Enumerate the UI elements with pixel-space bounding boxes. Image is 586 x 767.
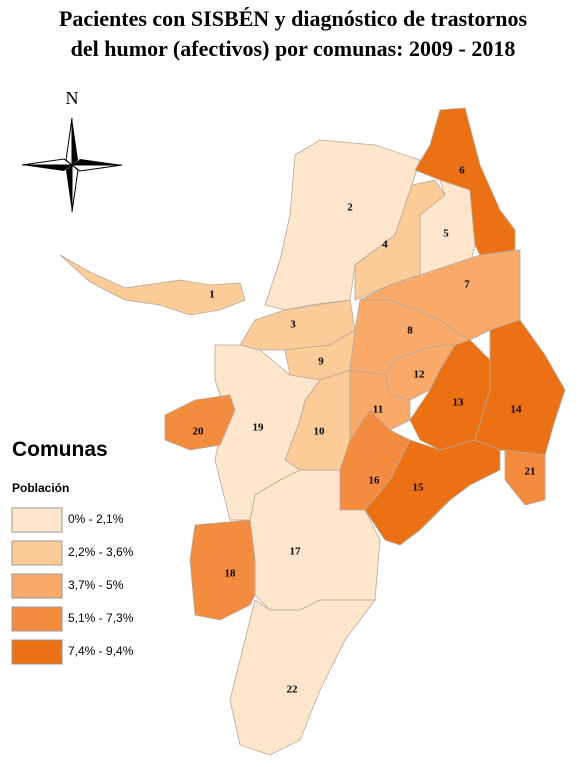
commune-area (264, 139, 421, 311)
legend-label: 0% - 2,1% (68, 512, 124, 526)
commune-area (189, 519, 256, 621)
commune-label: 9 (318, 356, 324, 368)
commune-label: 21 (525, 466, 536, 478)
legend-label: 5,1% - 7,3% (68, 611, 134, 625)
commune-label: 10 (314, 426, 326, 438)
legend-swatch (11, 507, 63, 533)
commune-label: 1 (209, 289, 215, 301)
legend-label: 3,7% - 5% (68, 578, 124, 592)
commune-label: 17 (290, 546, 302, 558)
legend-label: 7,4% - 9,4% (68, 644, 134, 658)
commune-label: 16 (369, 475, 381, 487)
commune-label: 7 (464, 279, 470, 291)
compass (21, 117, 123, 213)
commune-label: 15 (413, 482, 425, 494)
commune-label: 2 (347, 202, 353, 214)
commune-label: 6 (459, 165, 465, 177)
north-label: N (66, 88, 79, 108)
commune-label: 22 (287, 684, 299, 696)
commune-label: 8 (407, 325, 413, 337)
title-line: Pacientes con SISBÉN y diagnóstico de tr… (59, 6, 528, 31)
legend-swatch (11, 540, 63, 566)
legend-subtitle: Población (12, 481, 69, 495)
legend-swatch (11, 573, 63, 599)
title-line: del humor (afectivos) por comunas: 2009 … (71, 36, 516, 61)
commune-label: 11 (373, 404, 383, 416)
legend-title: Comunas (12, 438, 108, 461)
commune-area (164, 394, 236, 451)
legend-swatch (11, 606, 63, 632)
commune-label: 13 (453, 397, 465, 409)
commune-label: 12 (414, 369, 426, 381)
commune-area (59, 254, 246, 316)
commune-area (229, 599, 376, 756)
commune-label: 5 (443, 228, 449, 240)
commune-label: 14 (511, 404, 523, 416)
commune-label: 3 (290, 319, 296, 331)
legend-swatch (11, 639, 63, 665)
legend-label: 2,2% - 3,6% (68, 545, 134, 559)
commune-label: 4 (382, 239, 388, 251)
commune-area (504, 449, 546, 506)
commune-label: 18 (225, 568, 237, 580)
commune-label: 20 (193, 426, 205, 438)
commune-label: 19 (253, 422, 265, 434)
